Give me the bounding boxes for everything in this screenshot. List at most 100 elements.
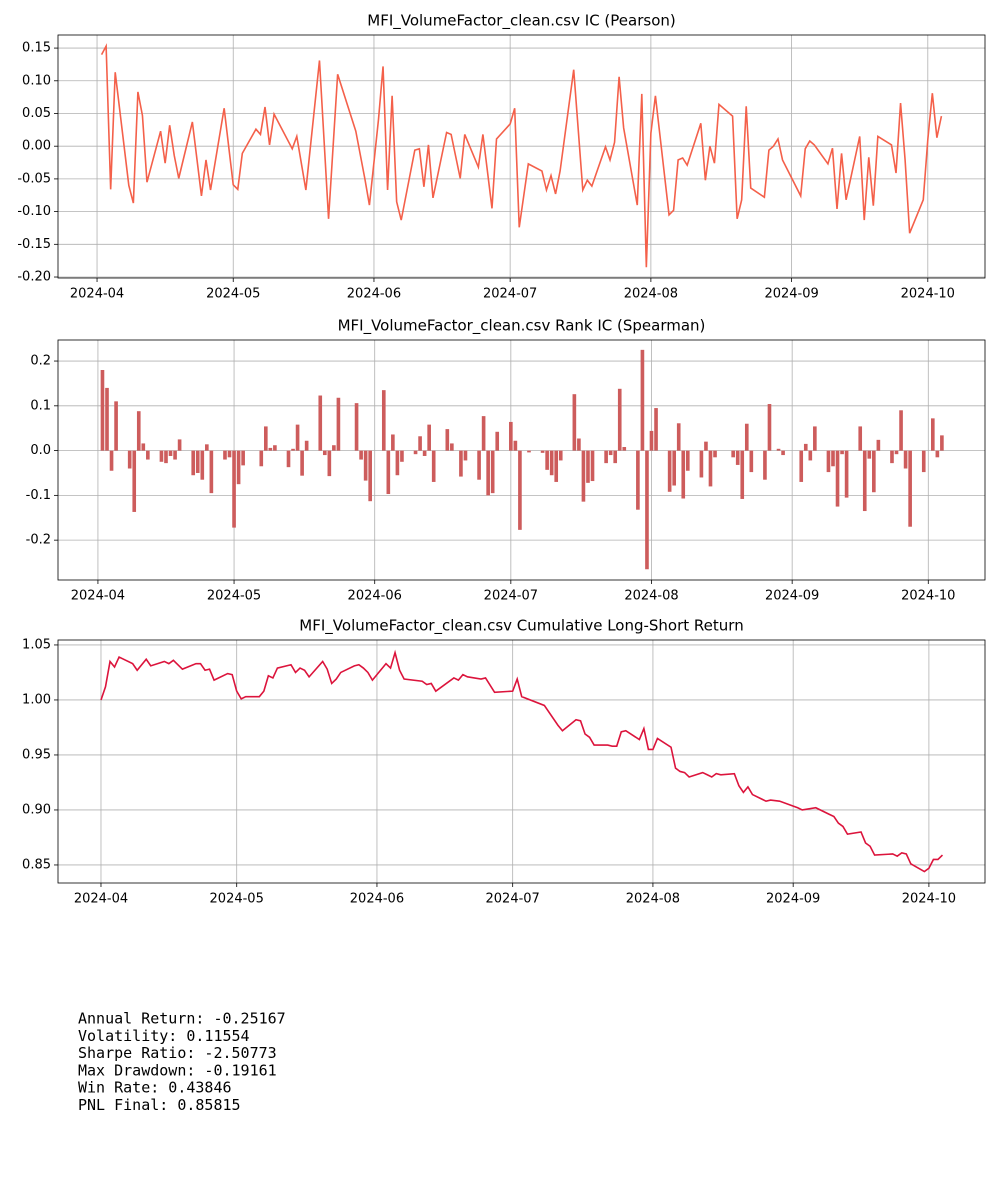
bar <box>295 424 300 451</box>
bar <box>586 450 590 483</box>
bar <box>608 450 613 456</box>
bar <box>273 445 277 451</box>
bar <box>740 450 745 499</box>
bar <box>477 450 481 480</box>
bar <box>450 443 454 451</box>
bar <box>195 450 200 473</box>
bar <box>867 450 872 459</box>
bar <box>354 403 359 451</box>
bar <box>291 448 295 451</box>
bar <box>858 426 863 451</box>
bar <box>935 450 940 458</box>
bar <box>336 397 341 451</box>
y-tick-label: 1.05 <box>22 637 51 652</box>
bar <box>767 404 772 451</box>
y-tick-label: 0.0 <box>30 443 51 458</box>
bar <box>318 395 323 451</box>
bar <box>545 450 549 470</box>
stat-line: Max Drawdown: -0.19161 <box>78 1061 277 1079</box>
bar <box>844 450 849 498</box>
y-tick-label: 0.85 <box>22 857 51 872</box>
bar <box>554 450 559 482</box>
bar <box>940 435 944 451</box>
y-tick-label: 0.05 <box>22 106 51 121</box>
bar <box>109 450 114 471</box>
x-tick-label: 2024-08 <box>626 892 680 907</box>
bar <box>191 450 196 476</box>
bar <box>463 450 468 461</box>
bar <box>581 450 586 502</box>
x-tick-label: 2024-05 <box>206 287 260 302</box>
x-tick-label: 2024-08 <box>624 287 678 302</box>
bar <box>486 450 490 496</box>
x-tick-label: 2024-07 <box>486 892 540 907</box>
bar <box>776 448 781 451</box>
x-tick-label: 2024-09 <box>766 892 820 907</box>
x-tick-label: 2024-10 <box>902 892 956 907</box>
ic-line <box>100 43 943 268</box>
chart-panel: MFI_VolumeFactor_clean.csv Rank IC (Spea… <box>26 317 986 604</box>
plot-frame <box>57 34 986 279</box>
bar <box>654 408 658 451</box>
y-tick-label: -0.1 <box>26 488 51 503</box>
chart-title: MFI_VolumeFactor_clean.csv Rank IC (Spea… <box>338 317 706 336</box>
bar <box>459 450 463 477</box>
bar <box>527 450 531 453</box>
bar <box>227 450 232 458</box>
plot-frame <box>57 339 986 581</box>
stat-line: PNL Final: 0.85815 <box>78 1096 241 1114</box>
bar <box>105 387 109 451</box>
bar <box>558 450 563 461</box>
y-tick-label: -0.20 <box>17 270 51 285</box>
bar <box>495 431 500 451</box>
bar <box>763 450 767 480</box>
bar <box>300 450 304 476</box>
bar <box>127 450 132 469</box>
bar <box>327 450 332 477</box>
y-tick-label: -0.15 <box>17 237 51 252</box>
bar <box>672 450 676 486</box>
bar <box>304 440 309 451</box>
x-tick-label: 2024-10 <box>901 589 955 604</box>
bar <box>363 450 368 481</box>
bar <box>590 450 595 482</box>
chart-title: MFI_VolumeFactor_clean.csv Cumulative Lo… <box>299 617 743 636</box>
bar <box>445 429 450 451</box>
bar <box>699 450 704 478</box>
bar <box>908 450 912 527</box>
ic-line <box>100 649 944 873</box>
y-tick-label: -0.2 <box>26 533 51 548</box>
bar <box>667 450 672 492</box>
bar <box>572 394 577 451</box>
bar <box>159 450 164 462</box>
bar <box>205 444 209 451</box>
y-tick-label: 0.95 <box>22 747 51 762</box>
bar <box>413 450 418 455</box>
bar <box>200 450 205 480</box>
bar <box>173 450 177 460</box>
bar <box>513 440 518 451</box>
chart-title: MFI_VolumeFactor_clean.csv IC (Pearson) <box>367 12 675 31</box>
plot-frame <box>57 639 986 884</box>
bar <box>636 450 640 510</box>
bar <box>872 450 876 493</box>
y-tick-label: -0.10 <box>17 204 51 219</box>
y-tick-label: 0.10 <box>22 73 51 88</box>
bar <box>894 450 899 455</box>
bar <box>264 426 268 451</box>
bar <box>100 370 105 451</box>
x-tick-label: 2024-09 <box>764 287 818 302</box>
bar <box>813 426 817 451</box>
y-tick-label: 0.15 <box>22 41 51 56</box>
x-tick-label: 2024-07 <box>484 589 538 604</box>
bar <box>840 450 844 455</box>
x-tick-label: 2024-06 <box>347 287 401 302</box>
bar <box>808 450 813 461</box>
bar <box>931 418 935 451</box>
bar <box>422 450 427 456</box>
bar <box>490 450 495 494</box>
bar <box>268 447 273 451</box>
bar <box>640 349 645 451</box>
y-tick-label: 1.00 <box>22 692 51 707</box>
x-tick-label: 2024-09 <box>765 589 819 604</box>
